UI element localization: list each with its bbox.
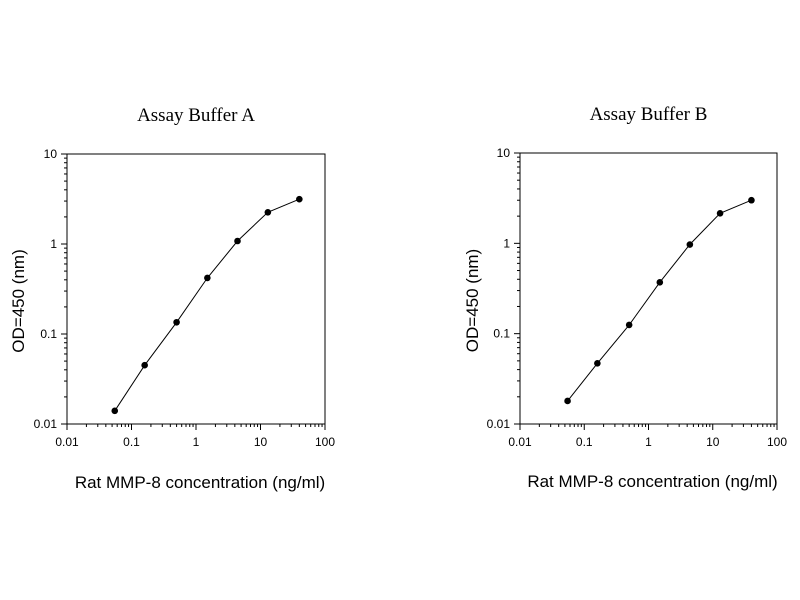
chart-title: Assay Buffer A bbox=[137, 105, 255, 126]
plot-frame bbox=[66, 153, 326, 425]
data-point bbox=[204, 274, 211, 282]
y-tick-label: 10 bbox=[44, 147, 58, 161]
x-tick-label: 0.1 bbox=[123, 435, 140, 449]
y-tick-label: 1 bbox=[503, 236, 510, 250]
data-point bbox=[686, 241, 694, 248]
y-tick-label: 0.1 bbox=[40, 327, 57, 341]
x-tick-label: 1 bbox=[645, 435, 652, 449]
x-axis-label: Rat MMP-8 concentration (ng/ml) bbox=[527, 472, 777, 491]
data-point bbox=[716, 210, 724, 217]
data-point bbox=[748, 196, 755, 204]
x-tick-label: 0.01 bbox=[55, 435, 79, 449]
data-point bbox=[296, 195, 303, 203]
chart-panel-2: Assay Buffer B 0.01 0.1 1 10 100 0.01 0.1 1 10 Rat… bbox=[463, 104, 787, 491]
y-tick-label: 0.01 bbox=[34, 417, 58, 431]
x-tick-label: 100 bbox=[767, 435, 787, 449]
y-tick-label: 0.1 bbox=[493, 327, 510, 341]
data-point bbox=[141, 361, 148, 369]
y-axis-label: OD=450 (nm) bbox=[463, 249, 482, 352]
chart-title: Assay Buffer B bbox=[590, 104, 708, 125]
data-point bbox=[111, 407, 119, 415]
x-tick-label: 10 bbox=[254, 435, 268, 449]
data-point bbox=[264, 209, 272, 216]
x-tick-label: 0.01 bbox=[508, 435, 532, 449]
x-tick-label: 0.1 bbox=[576, 435, 593, 449]
x-tick-label: 10 bbox=[706, 435, 720, 449]
y-axis-label: OD=450 (nm) bbox=[9, 249, 28, 352]
data-point bbox=[564, 397, 571, 405]
data-point bbox=[625, 321, 633, 329]
x-tick-label: 100 bbox=[315, 435, 335, 449]
y-tick-label: 10 bbox=[497, 146, 511, 160]
x-tick-label: 1 bbox=[193, 435, 200, 449]
data-point bbox=[656, 279, 664, 286]
y-tick-label: 1 bbox=[50, 237, 57, 251]
x-axis-label: Rat MMP-8 concentration (ng/ml) bbox=[75, 473, 325, 492]
plot-frame bbox=[519, 152, 778, 425]
data-point bbox=[594, 359, 601, 367]
series-line bbox=[567, 199, 752, 402]
y-tick-label: 0.01 bbox=[487, 417, 511, 431]
chart-panel-1: Assay Buffer A 0.01 0.1 1 10 100 0.01 0.1 1 10 Rat… bbox=[9, 105, 335, 492]
data-point bbox=[234, 237, 241, 245]
data-point bbox=[173, 318, 180, 326]
series-line bbox=[114, 198, 300, 412]
